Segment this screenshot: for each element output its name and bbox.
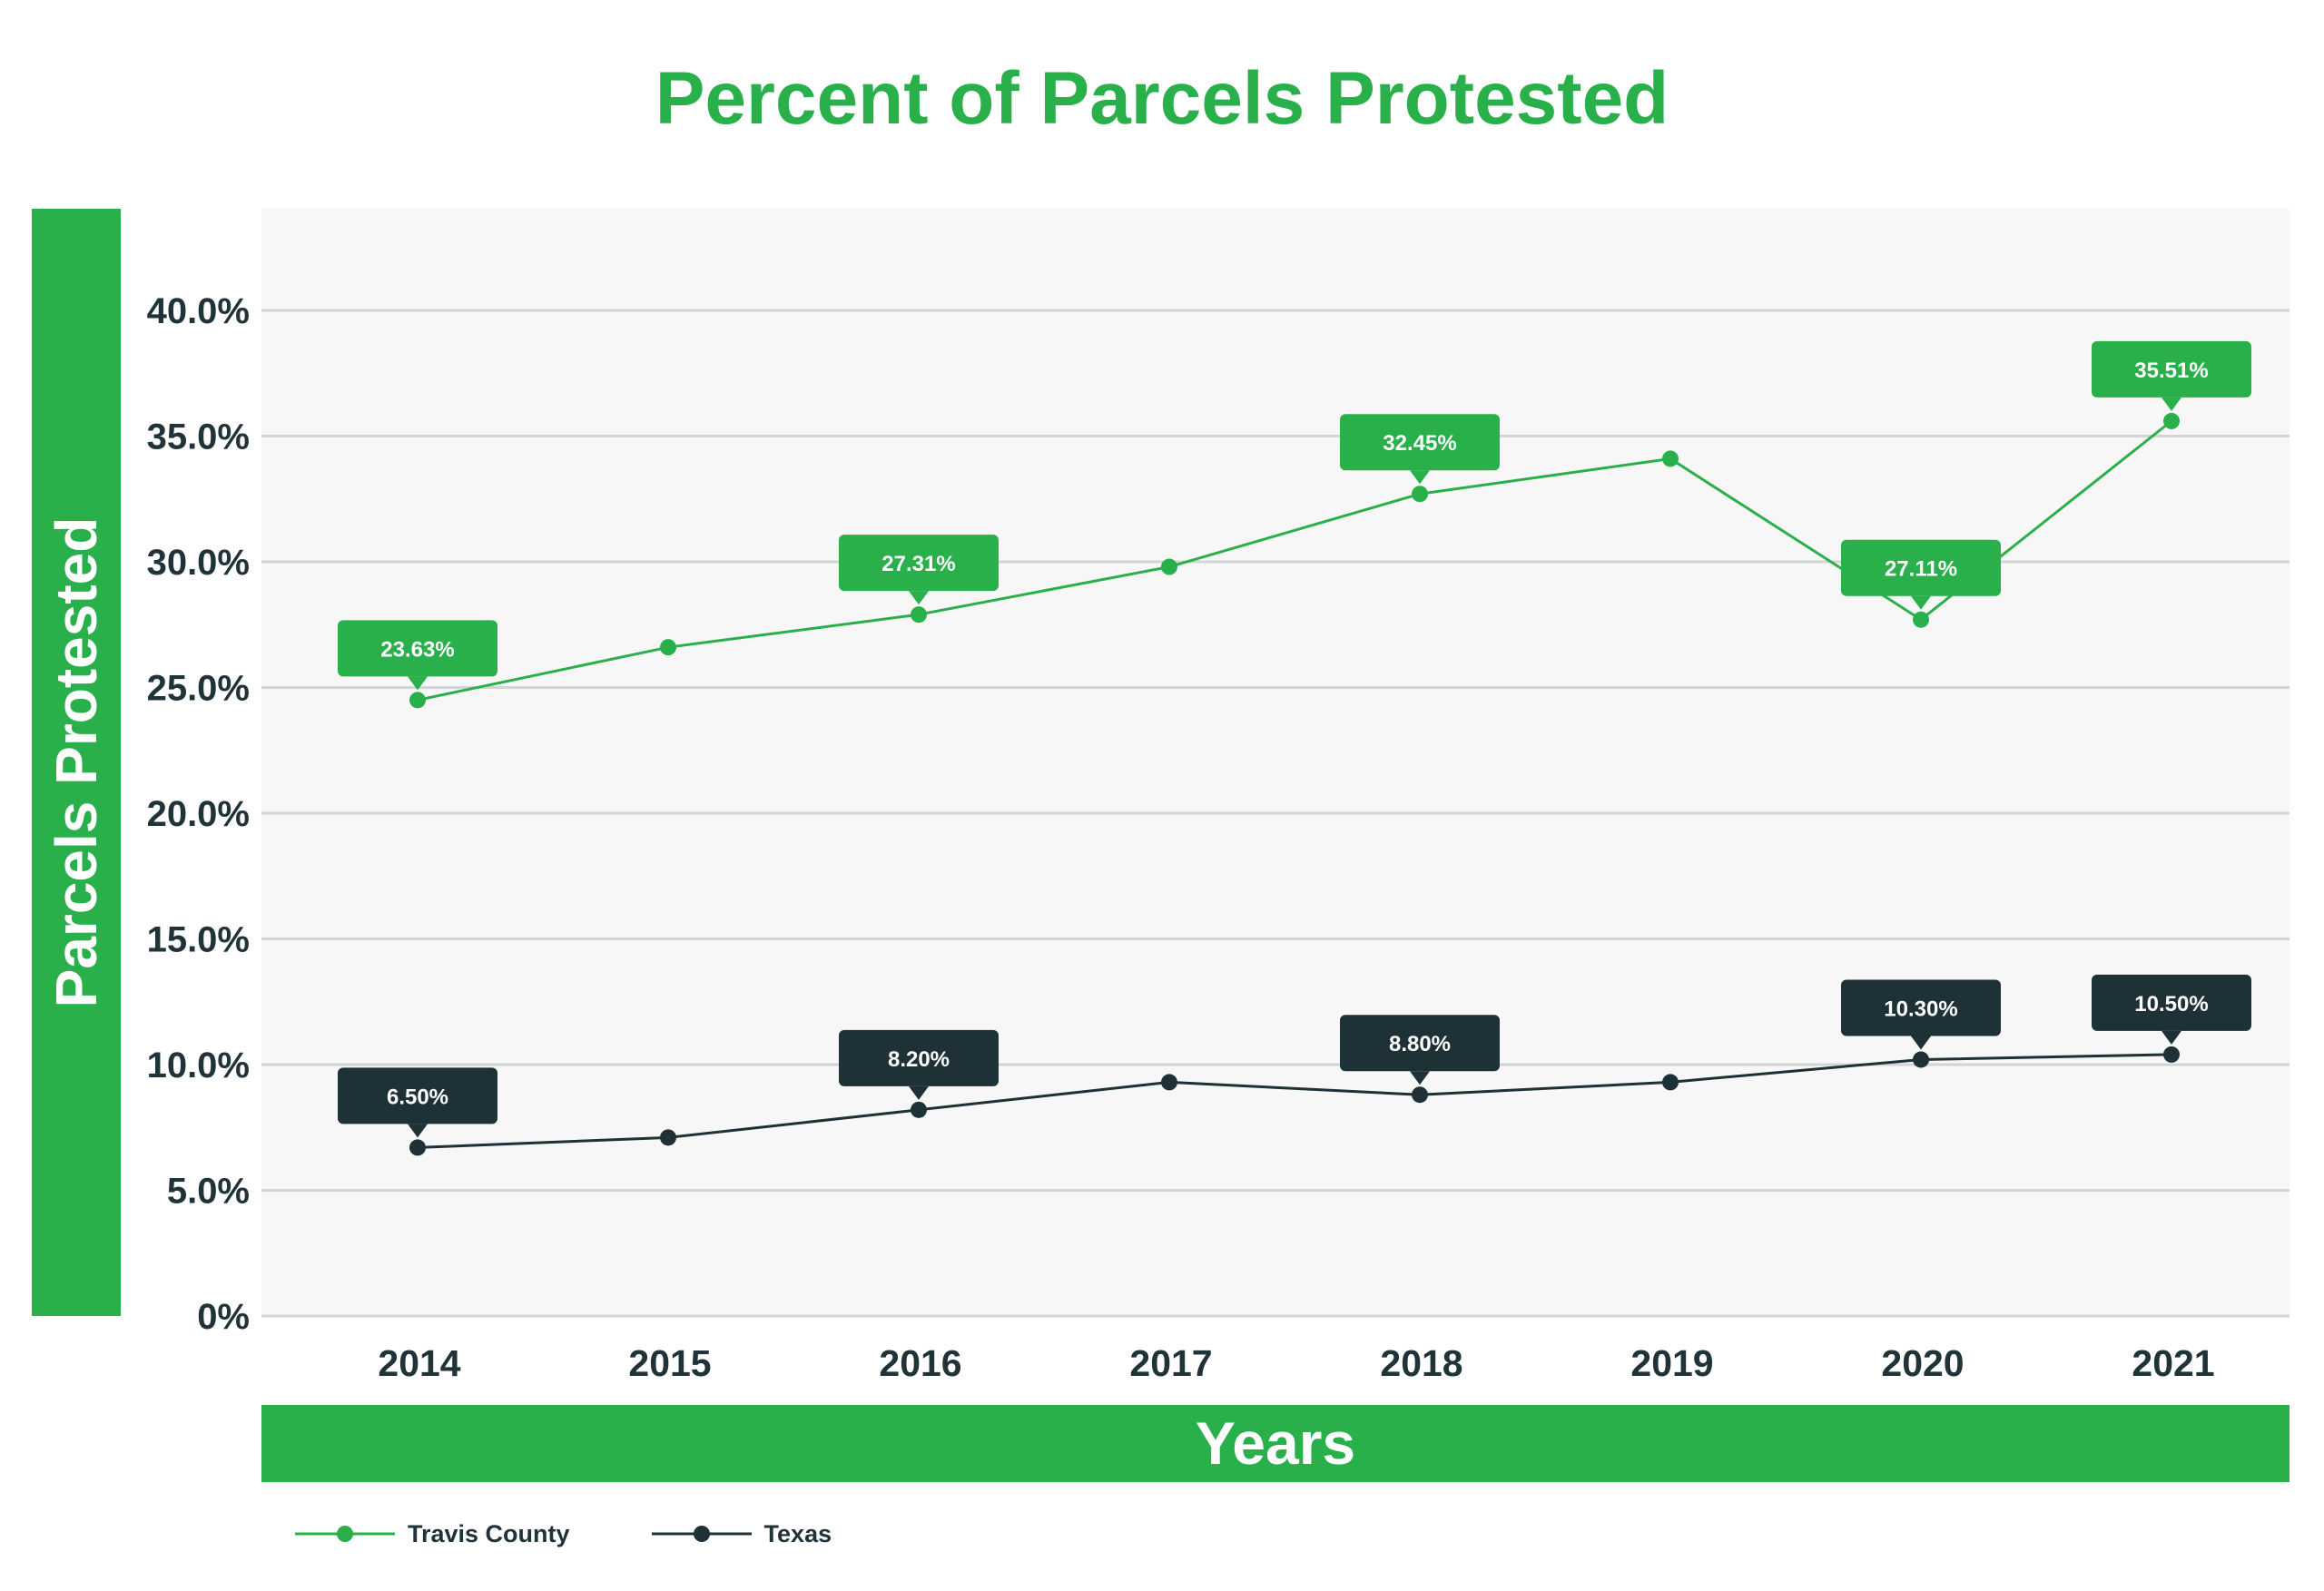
x-tick-label: 2017 <box>1129 1342 1212 1384</box>
legend-item-travis-county: Travis County <box>295 1520 570 1548</box>
data-point <box>2163 412 2180 429</box>
chart-title: Percent of Parcels Protested <box>655 57 1669 140</box>
data-label-pointer <box>1410 470 1430 485</box>
data-label: 27.11% <box>1885 557 1957 582</box>
data-label-box <box>2092 974 2251 1031</box>
y-tick-label: 5.0% <box>167 1172 250 1212</box>
x-axis-label: Years <box>261 1405 2290 1482</box>
y-tick-label: 25.0% <box>147 669 250 709</box>
data-label: 10.50% <box>2134 992 2208 1016</box>
data-point <box>660 1129 676 1146</box>
data-label-box <box>839 535 999 592</box>
data-point <box>2163 1046 2180 1063</box>
data-label: 8.80% <box>1389 1032 1451 1056</box>
x-tick-label: 2018 <box>1380 1342 1462 1384</box>
data-label: 35.51% <box>2134 358 2208 383</box>
x-tick-label: 2014 <box>378 1342 460 1384</box>
data-point <box>1662 1074 1679 1091</box>
data-point <box>1662 450 1679 467</box>
data-label: 8.20% <box>888 1047 950 1072</box>
y-tick-label: 20.0% <box>147 794 250 834</box>
data-label-pointer <box>2162 1030 2181 1045</box>
data-label-box <box>338 1067 497 1125</box>
y-tick-label: 10.0% <box>147 1046 250 1085</box>
data-label-pointer <box>1911 1036 1931 1050</box>
data-point <box>1412 486 1428 503</box>
data-label-pointer <box>408 1124 428 1138</box>
data-label-pointer <box>2162 397 2181 411</box>
data-point <box>1161 558 1177 575</box>
data-point <box>409 1139 426 1156</box>
y-tick-label: 40.0% <box>147 291 250 331</box>
data-label-pointer <box>1911 595 1931 610</box>
series-line <box>417 1053 2172 1149</box>
data-point <box>911 1101 927 1118</box>
legend-item-texas: Texas <box>651 1519 832 1548</box>
data-label-box <box>1340 414 1500 471</box>
data-label: 6.50% <box>387 1085 448 1109</box>
data-point <box>911 606 927 624</box>
data-point <box>660 639 676 656</box>
data-label: 27.31% <box>881 552 955 576</box>
data-point <box>1913 611 1929 628</box>
data-point <box>1412 1086 1428 1104</box>
data-label: 10.30% <box>1884 997 1957 1021</box>
data-label-box <box>1340 1015 1500 1072</box>
x-tick-label: 2016 <box>879 1342 961 1384</box>
data-label-pointer <box>1410 1071 1430 1085</box>
data-label: 32.45% <box>1383 431 1456 456</box>
data-label-box <box>338 620 497 677</box>
data-point <box>1913 1051 1929 1068</box>
y-axis-label-band <box>32 209 121 1316</box>
legend-swatch-texas <box>651 1526 752 1542</box>
plot-area <box>261 209 2290 1318</box>
data-label-box <box>839 1029 999 1086</box>
data-label-box <box>1841 539 2001 596</box>
y-tick-label: 0% <box>197 1297 250 1337</box>
data-point <box>1161 1074 1177 1091</box>
legend-label-travis-county: Travis County <box>408 1519 570 1547</box>
y-tick-label: 30.0% <box>147 543 250 583</box>
data-label-box <box>2092 340 2251 398</box>
legend-swatch-travis-county <box>295 1526 395 1542</box>
x-tick-label: 2019 <box>1630 1342 1713 1384</box>
data-point <box>409 692 426 709</box>
y-tick-label: 15.0% <box>147 920 250 960</box>
legend: Travis County Texas <box>295 1514 913 1554</box>
x-tick-label: 2021 <box>2132 1342 2214 1384</box>
data-label-pointer <box>408 676 428 691</box>
y-tick-label: 35.0% <box>147 417 250 457</box>
data-label-pointer <box>909 1085 929 1100</box>
data-label-pointer <box>909 591 929 605</box>
data-label: 23.63% <box>380 637 454 662</box>
x-tick-label: 2015 <box>628 1342 711 1384</box>
legend-label-texas: Texas <box>763 1519 832 1547</box>
data-label-box <box>1841 979 2001 1036</box>
x-tick-label: 2020 <box>1881 1342 1964 1384</box>
